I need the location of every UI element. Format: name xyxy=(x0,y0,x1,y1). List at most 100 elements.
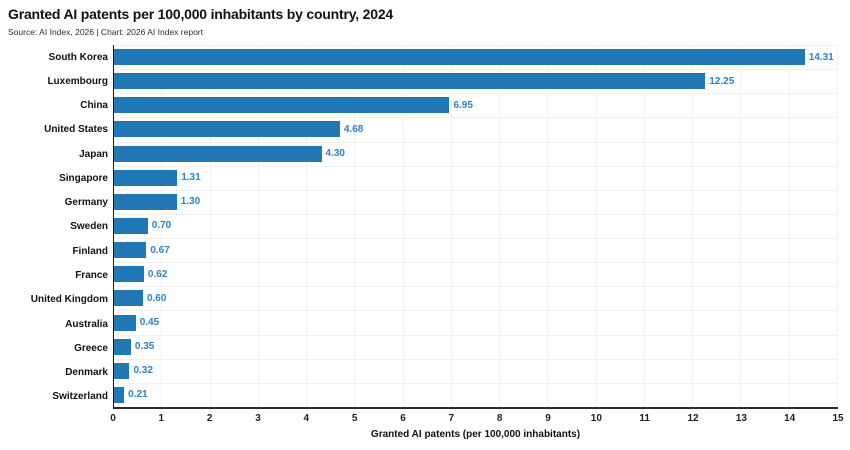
gridline-horizontal xyxy=(114,334,838,336)
bar-value-label: 0.60 xyxy=(146,292,167,304)
gridline-horizontal xyxy=(114,93,838,95)
bar-row: 4.30 xyxy=(114,142,838,166)
x-axis-tick-labels: 0 1 2 3 4 5 6 7 8 9 10 11 12 13 14 15 xyxy=(110,413,843,427)
category-label: United States xyxy=(44,124,108,136)
category-label: Denmark xyxy=(65,367,108,379)
gridline-vertical xyxy=(595,45,597,407)
x-axis-title: Granted AI patents (per 100,000 inhabita… xyxy=(370,429,581,440)
bar xyxy=(114,73,706,90)
bar xyxy=(114,362,130,379)
bar-value-label: 0.70 xyxy=(151,220,172,232)
bar-row: 0.60 xyxy=(114,286,838,310)
bar-value-label: 12.25 xyxy=(709,75,735,87)
bar xyxy=(114,193,177,210)
gridline-horizontal xyxy=(114,189,838,191)
gridline-vertical xyxy=(354,45,356,407)
gridline-vertical xyxy=(643,45,645,407)
category-label: United Kingdom xyxy=(30,294,108,306)
bar-value-label: 4.68 xyxy=(343,123,364,135)
gridline-vertical xyxy=(257,45,259,407)
category-label: Singapore xyxy=(59,172,108,184)
gridline-vertical xyxy=(402,45,404,407)
gridline-vertical xyxy=(161,45,163,407)
gridline-horizontal xyxy=(114,45,838,46)
bar-row: 0.21 xyxy=(114,383,838,407)
bar-value-label: 14.31 xyxy=(808,51,834,63)
gridline-vertical xyxy=(450,45,452,407)
bar xyxy=(114,121,340,138)
gridline-vertical xyxy=(740,45,742,407)
gridline-vertical xyxy=(788,45,790,407)
bar-value-label: 1.31 xyxy=(181,172,201,184)
bar-row: 6.95 xyxy=(114,93,838,117)
bar-row: 0.32 xyxy=(114,359,838,383)
bar-row: 1.30 xyxy=(114,190,838,214)
bar xyxy=(114,386,125,403)
bar-value-label: 0.45 xyxy=(139,317,160,329)
chart-source-note: Source: AI Index, 2026 | Chart: 2026 AI … xyxy=(8,27,203,37)
bar-value-label: 0.67 xyxy=(150,244,170,256)
gridline-horizontal xyxy=(114,213,838,215)
category-label: China xyxy=(80,100,108,112)
bar-value-label: 0.32 xyxy=(133,365,153,377)
bar-row: 14.31 xyxy=(114,45,838,69)
category-label: Luxembourg xyxy=(47,75,108,87)
x-tick-label: 5 xyxy=(351,413,358,424)
bar-row: 12.25 xyxy=(114,69,838,93)
gridline-horizontal xyxy=(114,358,838,360)
x-tick-label: 10 xyxy=(590,413,602,424)
bar xyxy=(114,49,805,66)
gridline-vertical xyxy=(306,45,308,407)
bar xyxy=(114,338,131,355)
gridline-horizontal xyxy=(114,262,838,264)
gridline-vertical xyxy=(499,45,501,407)
bar xyxy=(114,97,450,114)
category-label: France xyxy=(75,270,108,282)
x-tick-label: 13 xyxy=(735,413,747,424)
x-tick-label: 9 xyxy=(545,413,551,424)
x-tick-label: 11 xyxy=(639,413,650,424)
x-tick-label: 2 xyxy=(206,413,213,424)
bar-value-label: 0.35 xyxy=(134,341,155,353)
x-tick-label: 1 xyxy=(158,413,165,424)
gridline-vertical xyxy=(209,45,211,407)
x-tick-label: 4 xyxy=(303,413,310,424)
gridline-horizontal xyxy=(114,286,838,288)
x-tick-label: 3 xyxy=(255,413,261,424)
bar-row: 4.68 xyxy=(114,117,838,141)
bar xyxy=(114,242,147,259)
gridline-vertical xyxy=(837,45,838,407)
category-label: Finland xyxy=(72,245,108,257)
gridline-horizontal xyxy=(114,165,838,167)
gridline-horizontal xyxy=(114,238,838,240)
bar-value-label: 4.30 xyxy=(325,148,345,160)
x-tick-label: 14 xyxy=(784,413,796,424)
bar xyxy=(114,169,178,186)
category-label: Greece xyxy=(74,342,108,354)
category-label: South Korea xyxy=(48,51,108,63)
gridline-horizontal xyxy=(114,69,838,71)
plot-area: 14.31 12.25 6.95 4.68 4.30 1.31 1.30 0.70 0.67 0.… xyxy=(113,45,838,409)
bar xyxy=(114,217,148,234)
bar-value-label: 0.21 xyxy=(128,389,148,401)
bar-row: 0.35 xyxy=(114,335,838,359)
chart-title: Granted AI patents per 100,000 inhabitan… xyxy=(8,6,393,22)
bar-value-label: 6.95 xyxy=(453,99,473,111)
bar-row: 0.70 xyxy=(114,214,838,238)
category-label: Switzerland xyxy=(52,391,108,403)
bar-value-label: 1.30 xyxy=(180,196,201,208)
category-label: Japan xyxy=(79,148,108,160)
gridline-vertical xyxy=(692,45,694,407)
x-tick-label: 6 xyxy=(400,413,406,424)
bar-row: 1.31 xyxy=(114,166,838,190)
bar-row: 0.67 xyxy=(114,238,838,262)
category-label: Australia xyxy=(65,318,108,330)
bar-value-label: 0.62 xyxy=(147,268,168,280)
bar xyxy=(114,290,143,307)
bar-row: 0.45 xyxy=(114,310,838,334)
x-tick-label: 12 xyxy=(687,413,699,424)
x-tick-label: 8 xyxy=(496,413,503,424)
gridline-vertical xyxy=(547,45,549,407)
gridline-horizontal xyxy=(114,141,838,143)
